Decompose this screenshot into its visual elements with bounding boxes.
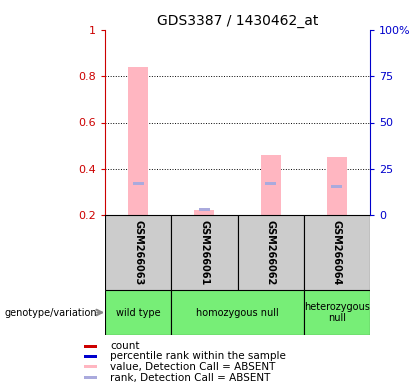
Text: GSM266064: GSM266064	[332, 220, 342, 285]
Bar	[304, 290, 370, 335]
Bar	[105, 290, 171, 335]
Text: value, Detection Call = ABSENT: value, Detection Call = ABSENT	[110, 361, 276, 372]
Bar	[84, 376, 97, 379]
Bar	[237, 215, 304, 290]
Text: GSM266061: GSM266061	[200, 220, 210, 285]
Text: count: count	[110, 341, 140, 351]
Bar	[171, 215, 237, 290]
Bar	[199, 208, 210, 211]
Text: GSM266062: GSM266062	[265, 220, 276, 285]
Bar	[133, 182, 144, 185]
Text: rank, Detection Call = ABSENT: rank, Detection Call = ABSENT	[110, 372, 270, 382]
Bar	[84, 355, 97, 358]
Text: wild type: wild type	[116, 308, 160, 318]
Text: genotype/variation: genotype/variation	[4, 308, 97, 318]
Bar	[304, 215, 370, 290]
Text: heterozygous
null: heterozygous null	[304, 302, 370, 323]
Bar	[194, 210, 214, 215]
Text: percentile rank within the sample: percentile rank within the sample	[110, 351, 286, 361]
Bar	[265, 182, 276, 185]
Bar	[327, 157, 347, 215]
Bar	[105, 215, 171, 290]
Text: homozygous null: homozygous null	[196, 308, 279, 318]
Bar	[128, 67, 148, 215]
Bar	[84, 345, 97, 348]
Bar	[171, 290, 304, 335]
Bar	[84, 365, 97, 368]
Title: GDS3387 / 1430462_at: GDS3387 / 1430462_at	[157, 13, 318, 28]
Bar	[331, 185, 342, 188]
Bar	[261, 155, 281, 215]
Text: GSM266063: GSM266063	[133, 220, 143, 285]
